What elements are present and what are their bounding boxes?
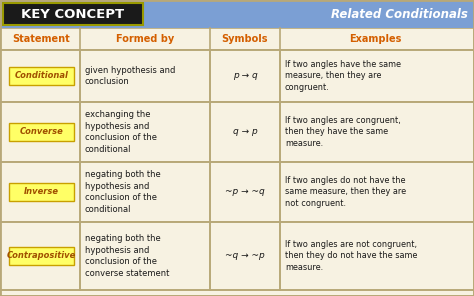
Text: Examples: Examples [349, 34, 401, 44]
Text: Converse: Converse [19, 128, 64, 136]
Text: KEY CONCEPT: KEY CONCEPT [21, 7, 125, 20]
Text: exchanging the
hypothesis and
conclusion of the
conditional: exchanging the hypothesis and conclusion… [85, 110, 157, 154]
Bar [0, 222, 474, 290]
Text: Contrapositive: Contrapositive [7, 252, 76, 260]
Bar [0, 102, 474, 162]
Text: ~q → ~p: ~q → ~p [225, 252, 265, 260]
Text: Statement: Statement [13, 34, 70, 44]
Text: negating both the
hypothesis and
conclusion of the
converse statement: negating both the hypothesis and conclus… [85, 234, 169, 278]
Text: If two angles do not have the
same measure, then they are
not congruent.: If two angles do not have the same measu… [285, 176, 406, 208]
Bar [0, 0, 474, 28]
Bar [9, 247, 74, 265]
Text: If two angles have the same
measure, then they are
congruent.: If two angles have the same measure, the… [285, 60, 401, 92]
Bar [3, 3, 143, 25]
Text: Symbols: Symbols [222, 34, 268, 44]
Bar [0, 50, 474, 102]
Bar [9, 67, 74, 85]
Text: Inverse: Inverse [24, 187, 59, 197]
Text: ~p → ~q: ~p → ~q [225, 187, 265, 197]
Text: negating both the
hypothesis and
conclusion of the
conditional: negating both the hypothesis and conclus… [85, 170, 161, 214]
Text: Formed by: Formed by [116, 34, 174, 44]
Bar [0, 28, 474, 50]
Text: Related Conditionals: Related Conditionals [331, 7, 468, 20]
Text: given hypothesis and
conclusion: given hypothesis and conclusion [85, 66, 175, 86]
Text: If two angles are congruent,
then they have the same
measure.: If two angles are congruent, then they h… [285, 116, 401, 148]
Text: If two angles are not congruent,
then they do not have the same
measure.: If two angles are not congruent, then th… [285, 240, 418, 272]
Text: p → q: p → q [233, 72, 257, 81]
Text: q → p: q → p [233, 128, 257, 136]
Bar [9, 123, 74, 141]
Bar [0, 162, 474, 222]
Text: Conditional: Conditional [15, 72, 68, 81]
Bar [9, 183, 74, 201]
